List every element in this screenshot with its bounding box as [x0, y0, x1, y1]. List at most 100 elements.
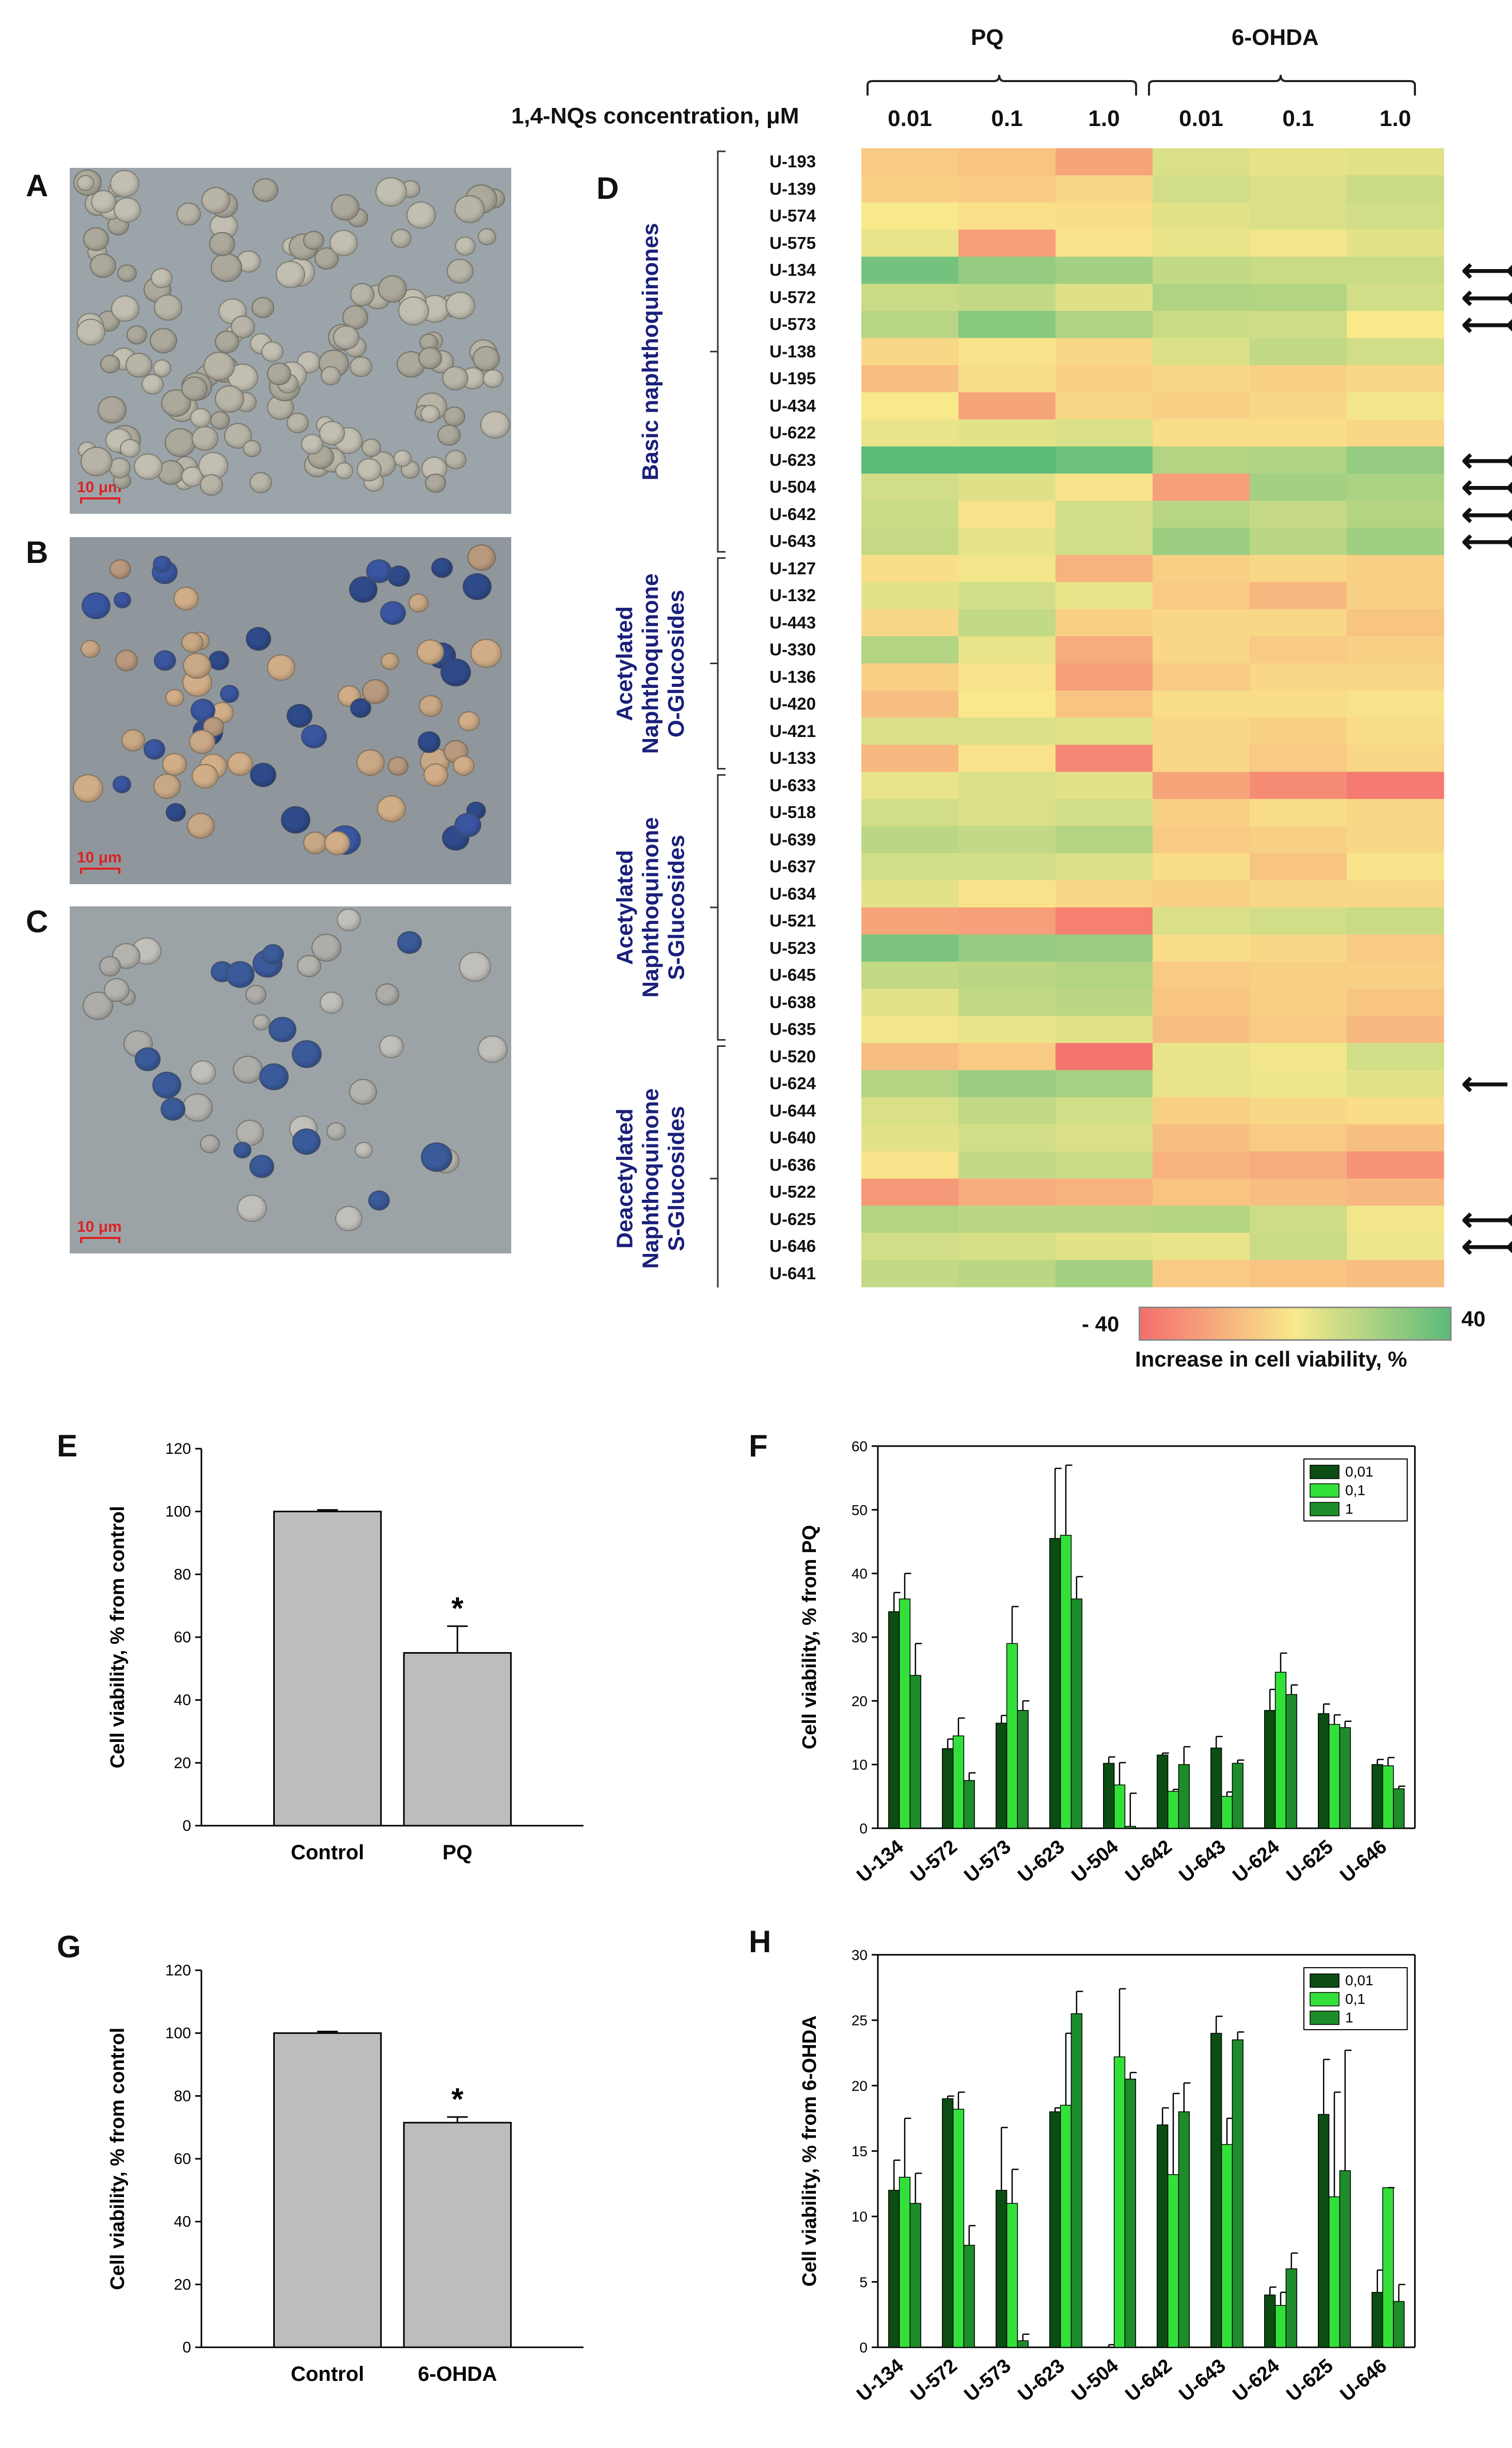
heatmap-cell — [1056, 907, 1153, 935]
heatmap-cell — [1250, 907, 1347, 935]
group-bracket — [710, 1045, 726, 1288]
bar — [1017, 2340, 1029, 2348]
heatmap-cell — [1153, 609, 1250, 637]
x-category-label: U-625 — [1283, 2355, 1337, 2406]
heatmap-cell — [1153, 148, 1250, 176]
heatmap-row-label: U-633 — [769, 775, 816, 795]
bar — [1328, 1724, 1341, 1829]
x-category-label: Control — [291, 1841, 364, 1864]
bar — [888, 1611, 900, 1829]
heatmap-row-label: U-642 — [769, 504, 816, 524]
legend-label: 0,01 — [1345, 1464, 1374, 1480]
heatmap-row-label: U-420 — [769, 694, 816, 713]
heatmap-row-label: U-641 — [769, 1263, 816, 1283]
y-tick-label: 0 — [182, 2339, 191, 2356]
y-tick-label: 20 — [174, 1754, 191, 1771]
heatmap-cell — [1153, 962, 1250, 989]
cell — [199, 474, 224, 496]
heatmap-cell — [1250, 257, 1347, 284]
cell — [417, 639, 445, 665]
heatmap-cell — [1250, 338, 1347, 366]
heatmap-cell — [1347, 1151, 1444, 1179]
heatmap-cell — [1347, 907, 1444, 935]
heatmap-cell — [1153, 1260, 1250, 1288]
cell — [200, 1135, 220, 1153]
heatmap-cell — [1153, 1233, 1250, 1260]
cell — [76, 318, 105, 346]
bar — [1232, 2039, 1243, 2348]
cell — [165, 803, 186, 822]
heatmap-cell — [958, 1260, 1056, 1288]
heatmap-row-label: U-638 — [769, 992, 816, 1012]
heatmap-cell — [1347, 365, 1444, 393]
cell — [243, 440, 262, 458]
heatmap-cell — [1153, 745, 1250, 772]
heatmap-cell — [958, 772, 1056, 799]
cell — [259, 1063, 289, 1091]
heatmap-cell — [1153, 988, 1250, 1016]
heatmap-cell — [1153, 1124, 1250, 1152]
heatmap-cell — [861, 1097, 959, 1125]
cell — [190, 1060, 216, 1085]
heatmap-cell — [1250, 1043, 1347, 1071]
heatmap-cell — [958, 257, 1056, 284]
heatmap-cell — [1250, 365, 1347, 393]
legend-label: 0,01 — [1345, 1972, 1374, 1988]
heatmap-cell — [861, 1043, 959, 1071]
micrograph-c: 10 μm — [70, 906, 511, 1253]
y-tick-label: 40 — [852, 1566, 868, 1582]
heatmap-cell — [958, 609, 1056, 637]
heatmap-cell — [958, 148, 1056, 176]
heatmap-cell — [958, 1070, 1056, 1097]
bar — [899, 1598, 911, 1829]
bar — [1318, 2114, 1330, 2348]
heatmap-group-label: Acetylated Naphthoquinone O-Glucosides — [612, 573, 689, 754]
heatmap-row-label: U-434 — [769, 396, 816, 415]
bar — [1178, 1764, 1190, 1829]
heatmap-cell — [1250, 1151, 1347, 1179]
cell — [121, 729, 146, 751]
heatmap-cell — [958, 907, 1056, 935]
cell — [82, 592, 111, 619]
heatmap-cell — [1153, 636, 1250, 664]
cell — [406, 201, 436, 229]
heatmap-row-label: U-421 — [769, 721, 816, 741]
bar-chart-h: 0 5 10 15 20 25 30 Cell viability, % from 6-OHD… — [799, 1947, 1416, 2406]
bar — [1070, 2013, 1082, 2348]
cell — [125, 353, 152, 378]
heatmap-cell — [958, 691, 1056, 718]
cell — [214, 331, 239, 353]
heatmap-cell — [861, 636, 959, 664]
heatmap-cell — [1347, 745, 1444, 772]
heatmap-cell — [861, 907, 959, 935]
bar — [1264, 1710, 1276, 1829]
heatmap-cell — [958, 446, 1056, 474]
y-tick-label: 20 — [852, 2078, 868, 2094]
cell — [141, 373, 164, 395]
heatmap-cell — [861, 202, 959, 230]
cell — [134, 453, 163, 480]
heatmap-cell — [861, 1205, 959, 1233]
cell — [192, 426, 219, 451]
heatmap-cell — [1347, 988, 1444, 1016]
heatmap-cell — [958, 826, 1056, 854]
y-tick-label: 5 — [859, 2274, 868, 2290]
colorbar-title: Increase in cell viability, % — [1135, 1347, 1407, 1371]
panel-letter-g: G — [57, 1929, 81, 1964]
cell — [152, 1071, 182, 1099]
cell — [267, 654, 295, 681]
heatmap-cell — [1250, 555, 1347, 583]
cell — [99, 956, 121, 977]
heatmap-cell — [958, 799, 1056, 826]
cell — [160, 1097, 186, 1121]
heatmap-cell — [1056, 772, 1153, 799]
x-category-label: U-642 — [1122, 2355, 1176, 2406]
heatmap-cell — [1347, 175, 1444, 203]
heatmap-cell — [1250, 582, 1347, 609]
cell — [203, 351, 235, 381]
micrograph-a: 10 μm — [70, 168, 511, 514]
heatmap-row-label: U-518 — [769, 803, 816, 822]
panel-letter-d: D — [596, 171, 619, 206]
significance-marker: * — [451, 1591, 464, 1626]
legend-label: 0,1 — [1345, 1991, 1365, 2007]
